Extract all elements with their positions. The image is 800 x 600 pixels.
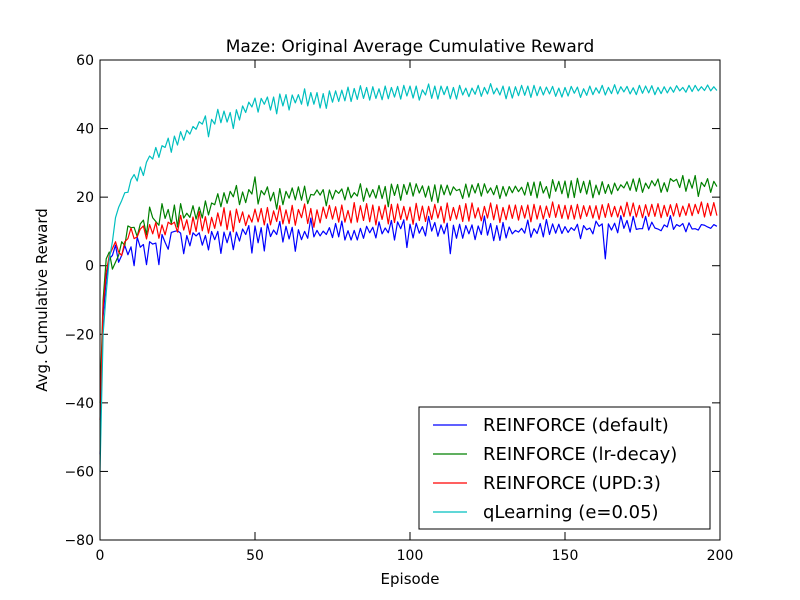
series-line-2 bbox=[99, 174, 718, 403]
x-tick-label: 150 bbox=[552, 548, 579, 564]
y-tick-label: 60 bbox=[76, 53, 94, 69]
y-tick-label: 40 bbox=[76, 122, 94, 138]
chart-title: Maze: Original Average Cumulative Reward bbox=[226, 37, 594, 57]
y-tick-label: −80 bbox=[64, 533, 94, 549]
y-axis-label: Avg. Cumulative Reward bbox=[33, 208, 51, 392]
legend-box bbox=[418, 406, 711, 530]
series-line-1 bbox=[99, 215, 718, 455]
x-tick-label: 100 bbox=[397, 548, 424, 564]
data-series bbox=[99, 83, 718, 472]
legend-label: REINFORCE (default) bbox=[483, 415, 669, 436]
plot-frame bbox=[99, 59, 721, 541]
series-line-4 bbox=[99, 83, 718, 472]
y-tick-label: −40 bbox=[64, 396, 94, 412]
x-axis-ticks: 0 50 100 150 200 bbox=[96, 60, 734, 564]
y-tick-label: 20 bbox=[76, 190, 94, 206]
y-tick-label: −20 bbox=[64, 327, 94, 343]
legend-label: REINFORCE (lr-decay) bbox=[483, 444, 677, 465]
y-tick-label: −60 bbox=[64, 464, 94, 480]
y-axis-ticks: −80 −60 −40 −20 0 20 40 60 bbox=[64, 53, 720, 549]
y-tick-label: 0 bbox=[85, 259, 94, 275]
legend-label: qLearning (e=0.05) bbox=[483, 502, 659, 523]
x-axis-label: Episode bbox=[381, 570, 440, 588]
x-tick-label: 50 bbox=[246, 548, 264, 564]
x-tick-label: 0 bbox=[96, 548, 105, 564]
series-line-3 bbox=[99, 201, 718, 421]
legend-label: REINFORCE (UPD:3) bbox=[483, 473, 661, 494]
legend: REINFORCE (default) REINFORCE (lr-decay) R… bbox=[418, 406, 711, 530]
x-tick-label: 200 bbox=[707, 548, 734, 564]
